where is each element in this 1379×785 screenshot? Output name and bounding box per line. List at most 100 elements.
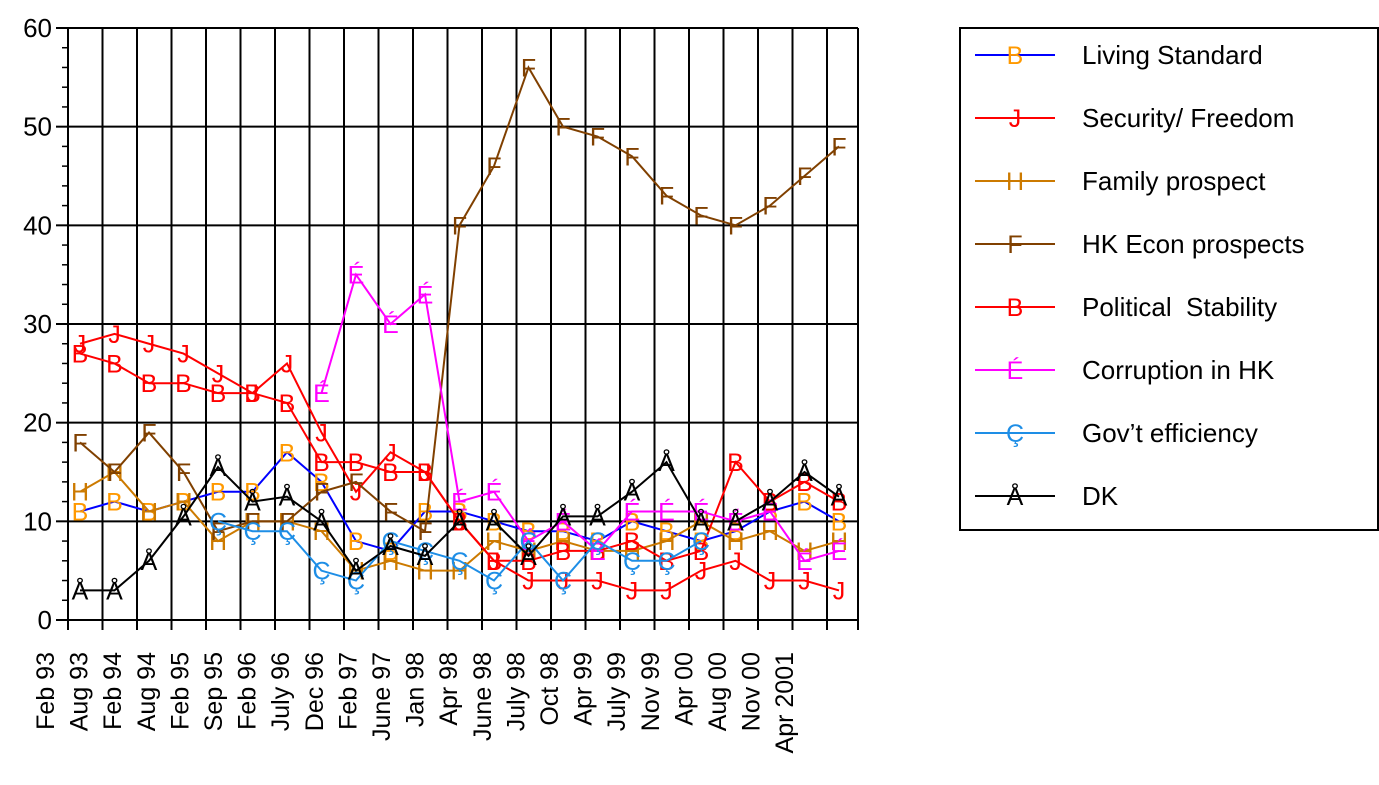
- series-line: [217, 520, 702, 583]
- point-marker: Å: [451, 506, 468, 536]
- point-marker: J: [177, 341, 190, 369]
- point-marker: H: [554, 528, 572, 556]
- point-marker: B: [796, 489, 813, 517]
- x-tick-label: Feb 96: [234, 652, 262, 730]
- point-marker: B: [555, 538, 572, 566]
- point-marker: B: [348, 528, 365, 556]
- point-marker: F: [452, 212, 467, 240]
- point-marker: J: [833, 577, 846, 605]
- point-marker: F: [521, 54, 536, 82]
- point-marker: J: [74, 331, 87, 359]
- point-marker: J: [729, 548, 742, 576]
- point-marker: B: [72, 341, 89, 369]
- point-marker: F: [279, 508, 294, 536]
- series-line: [79, 450, 840, 553]
- legend-marker: J: [1009, 105, 1022, 133]
- point-marker: B: [520, 548, 537, 576]
- legend-marker: É: [1007, 356, 1024, 385]
- point-marker: J: [626, 577, 639, 605]
- point-marker: B: [831, 489, 848, 517]
- point-marker: J: [695, 558, 708, 586]
- x-tick-label: Oct 98: [536, 652, 564, 726]
- point-marker: B: [727, 449, 744, 477]
- point-marker: B: [244, 479, 261, 507]
- point-marker: Å: [658, 447, 675, 477]
- point-marker: J: [281, 350, 294, 378]
- point-marker: É: [313, 379, 330, 408]
- x-tick-label: July 96: [267, 652, 295, 731]
- x-tick-label: Nov 99: [637, 652, 665, 731]
- point-marker: F: [555, 114, 570, 142]
- point-marker: B: [106, 350, 123, 378]
- point-marker: F: [728, 212, 743, 240]
- point-marker: Ç: [450, 548, 468, 576]
- point-marker: H: [209, 528, 227, 556]
- point-marker: B: [693, 538, 710, 566]
- point-marker: Ç: [243, 518, 261, 546]
- point-marker: F: [486, 153, 501, 181]
- point-marker: B: [486, 548, 503, 576]
- point-marker: É: [796, 547, 813, 576]
- x-tick-label: Nov 00: [738, 652, 766, 731]
- point-marker: F: [383, 498, 398, 526]
- point-marker: Ç: [312, 558, 330, 586]
- x-tick-label: Apr 98: [435, 652, 463, 726]
- point-marker: Ç: [623, 548, 641, 576]
- point-marker: É: [831, 537, 848, 566]
- point-marker: Å: [520, 541, 537, 571]
- point-marker: É: [382, 310, 399, 339]
- point-marker: B: [279, 390, 296, 418]
- point-marker: Ç: [519, 528, 537, 556]
- point-marker: J: [591, 568, 604, 596]
- legend-label: Security/ Freedom: [1082, 103, 1294, 133]
- point-marker: Å: [693, 506, 710, 536]
- point-marker: F: [176, 459, 191, 487]
- legend-label: Gov’t efficiency: [1082, 418, 1258, 448]
- legend-marker: Å: [1007, 481, 1024, 511]
- series-line: [79, 470, 840, 572]
- legend-box: [959, 27, 1379, 531]
- legend-label: Corruption in HK: [1082, 355, 1275, 385]
- legend-label: DK: [1082, 481, 1119, 511]
- point-marker: Ç: [209, 508, 227, 536]
- legend-marker: H: [1006, 168, 1024, 196]
- y-tick-label: 30: [23, 309, 52, 339]
- point-marker: H: [726, 528, 744, 556]
- point-marker: Å: [486, 506, 503, 536]
- point-marker: Ç: [416, 538, 434, 566]
- point-marker: Ç: [692, 528, 710, 556]
- x-tick-label: Apr 00: [670, 652, 698, 726]
- point-marker: B: [831, 508, 848, 536]
- point-marker: Å: [831, 482, 848, 512]
- legend-marker: Ç: [1006, 420, 1024, 448]
- series-line: [79, 65, 840, 533]
- x-tick-label: Jan 98: [402, 652, 430, 727]
- point-marker: J: [108, 321, 121, 349]
- x-tick-label: Apr 99: [570, 652, 598, 726]
- point-marker: B: [348, 449, 365, 477]
- point-marker: Å: [382, 531, 399, 561]
- x-tick-label: June 98: [469, 652, 497, 741]
- point-marker: Å: [141, 546, 158, 576]
- point-marker: Å: [589, 501, 606, 531]
- legend-marker: F: [1007, 231, 1022, 259]
- point-marker: F: [659, 183, 674, 211]
- point-marker: F: [624, 143, 639, 171]
- x-tick-label: June 97: [368, 652, 396, 741]
- point-marker: Å: [727, 506, 744, 536]
- point-marker: B: [106, 489, 123, 517]
- point-marker: J: [522, 568, 535, 596]
- series-line: [80, 460, 840, 592]
- point-marker: J: [384, 439, 397, 467]
- x-tick-label: Sep 95: [200, 652, 228, 731]
- point-marker: Å: [175, 501, 192, 531]
- point-marker: B: [417, 459, 434, 487]
- point-marker: Ç: [657, 548, 675, 576]
- legend-label: Living Standard: [1082, 40, 1263, 70]
- point-marker: F: [417, 518, 432, 546]
- point-marker: F: [72, 429, 87, 457]
- point-marker: Å: [106, 575, 123, 605]
- x-tick-label: Feb 94: [99, 652, 127, 730]
- point-marker: É: [451, 488, 468, 517]
